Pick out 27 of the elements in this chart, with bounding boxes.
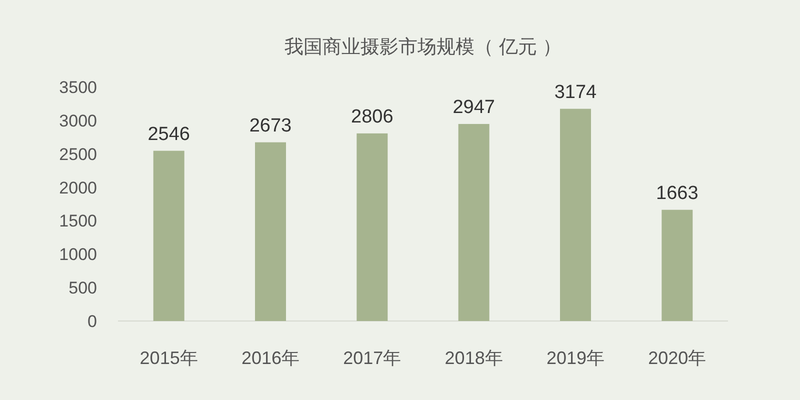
x-tick-label: 2019年 [546, 348, 605, 368]
y-tick-label: 1500 [59, 212, 97, 231]
bar [255, 142, 286, 321]
y-tick-label: 0 [88, 312, 97, 331]
bar [560, 108, 591, 321]
bar [153, 150, 184, 321]
data-label: 2546 [148, 124, 190, 145]
bar [662, 210, 693, 321]
data-label: 3174 [554, 82, 598, 103]
y-tick-label: 2000 [59, 178, 97, 198]
x-tick-label: 2016年 [241, 348, 300, 368]
y-tick-label: 2500 [59, 144, 97, 164]
chart-title: 我国商业摄影市场规模（ 亿元 ） [284, 36, 562, 58]
y-tick-label: 3000 [59, 111, 97, 130]
data-label: 2947 [452, 96, 495, 118]
x-tick-label: 2017年 [343, 348, 402, 368]
bar [458, 124, 490, 321]
x-tick-label: 2018年 [444, 348, 503, 368]
y-tick-label: 3500 [59, 78, 97, 97]
y-tick-label: 500 [68, 278, 97, 298]
x-tick-label: 2015年 [140, 348, 198, 368]
data-label: 2673 [249, 115, 292, 136]
data-label: 2806 [351, 106, 394, 128]
data-label: 1663 [656, 182, 698, 204]
y-tick-label: 1000 [59, 245, 97, 264]
x-tick-label: 2020年 [648, 348, 706, 368]
bar [356, 133, 388, 321]
